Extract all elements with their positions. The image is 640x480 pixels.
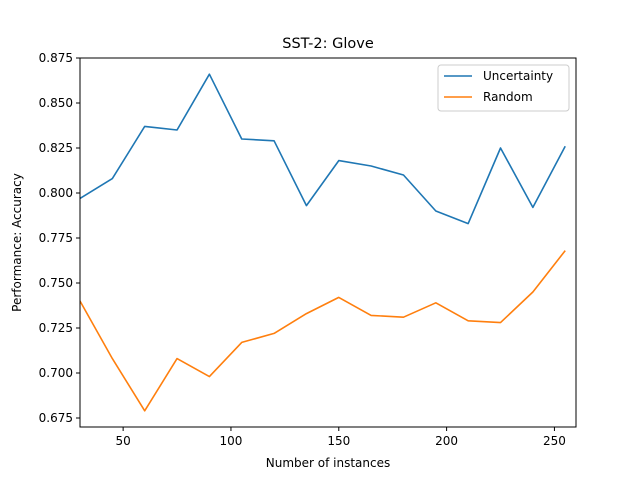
legend-label: Random	[483, 90, 533, 104]
legend: Uncertainty Random	[437, 64, 570, 112]
y-tick-label: 0.675	[39, 411, 73, 425]
y-tick-label: 0.850	[39, 96, 73, 110]
x-axis: 50 100 150 200 250	[115, 427, 566, 448]
x-tick-label: 50	[115, 434, 130, 448]
x-tick-label: 200	[435, 434, 458, 448]
legend-label: Uncertainty	[483, 69, 553, 83]
y-axis: 0.675 0.700 0.725 0.750 0.775 0.800 0.825 0.850…	[39, 51, 80, 425]
plot-frame	[79, 57, 577, 428]
x-axis-label: Number of instances	[266, 456, 391, 470]
y-axis-label: Performance: Accuracy	[10, 173, 24, 312]
y-tick-label: 0.800	[39, 186, 73, 200]
x-tick-label: 250	[543, 434, 566, 448]
series-line-uncertainty	[80, 73, 566, 225]
series-line-random	[80, 250, 566, 412]
x-tick-label: 150	[327, 434, 350, 448]
y-tick-label: 0.750	[39, 276, 73, 290]
y-tick-label: 0.825	[39, 141, 73, 155]
plot-lines	[80, 73, 566, 412]
y-tick-label: 0.775	[39, 231, 73, 245]
x-tick-label: 100	[220, 434, 243, 448]
y-tick-label: 0.725	[39, 321, 73, 335]
y-tick-label: 0.700	[39, 366, 73, 380]
chart-title: SST-2: Glove	[282, 36, 374, 52]
y-tick-label: 0.875	[39, 51, 73, 65]
